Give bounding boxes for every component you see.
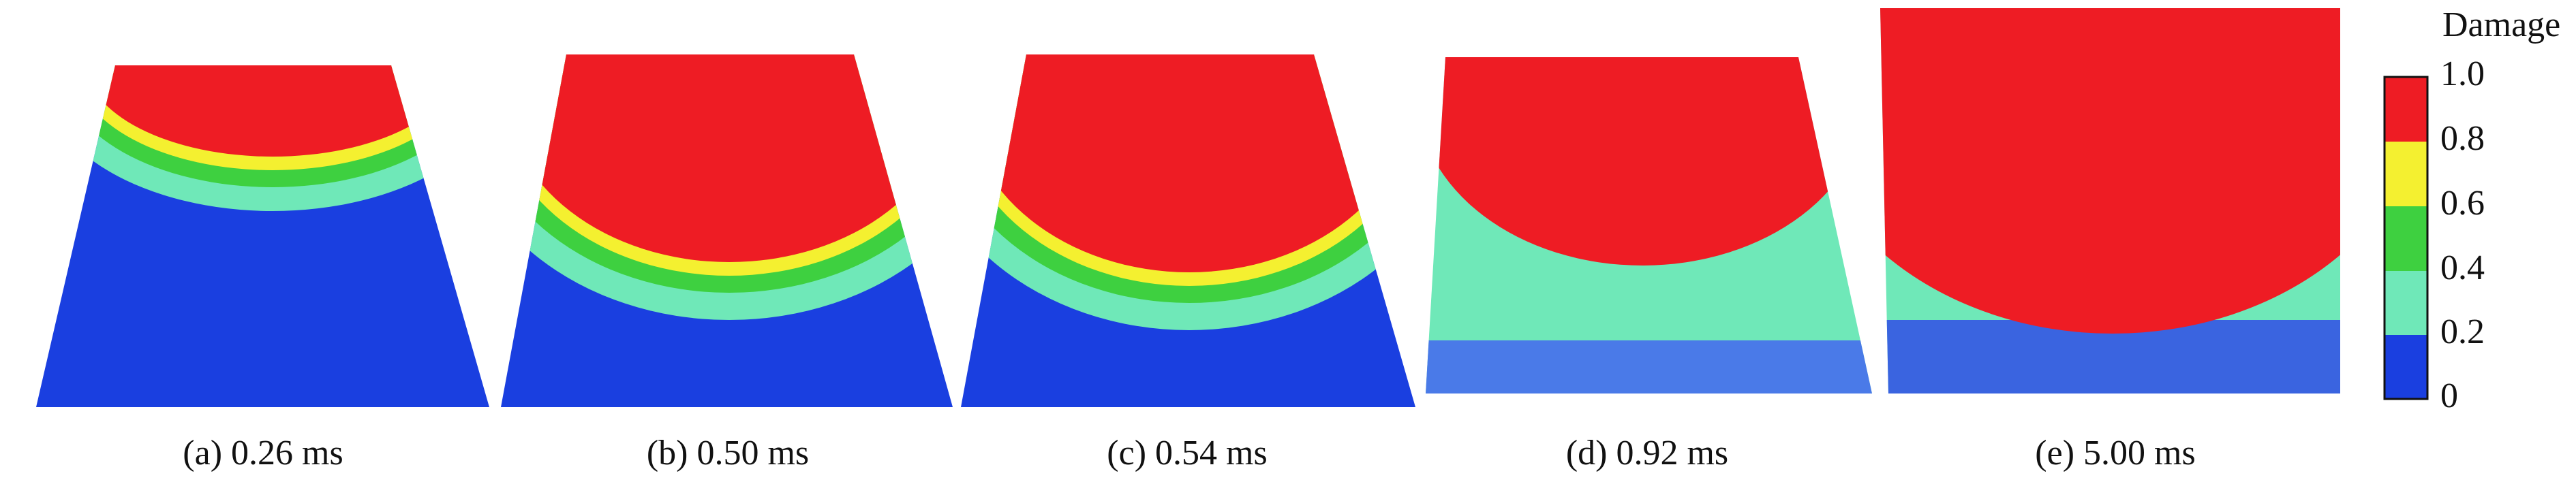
- colorbar-title: Damage: [2442, 5, 2560, 44]
- caption: (b) 0.50 ms: [647, 434, 809, 472]
- panel-d: [1426, 57, 1872, 393]
- caption: (e) 5.00 ms: [2035, 434, 2195, 472]
- caption: (c) 0.54 ms: [1107, 434, 1267, 472]
- caption: (a) 0.26 ms: [183, 434, 343, 472]
- colorbar-tick: 0: [2440, 376, 2458, 415]
- colorbar: [2383, 76, 2429, 400]
- colorbar-tick: 0.4: [2440, 248, 2485, 287]
- panel-b: [501, 54, 953, 407]
- colorbar-tick: 0.2: [2440, 312, 2485, 351]
- panel-e: [1880, 8, 2340, 393]
- colorbar-tick: 1.0: [2440, 54, 2485, 93]
- panel-a: [36, 65, 489, 407]
- caption: (d) 0.92 ms: [1566, 434, 1728, 472]
- colorbar-tick: 0.8: [2440, 119, 2485, 158]
- colorbar-tick: 0.6: [2440, 184, 2485, 223]
- panel-c: [961, 54, 1415, 407]
